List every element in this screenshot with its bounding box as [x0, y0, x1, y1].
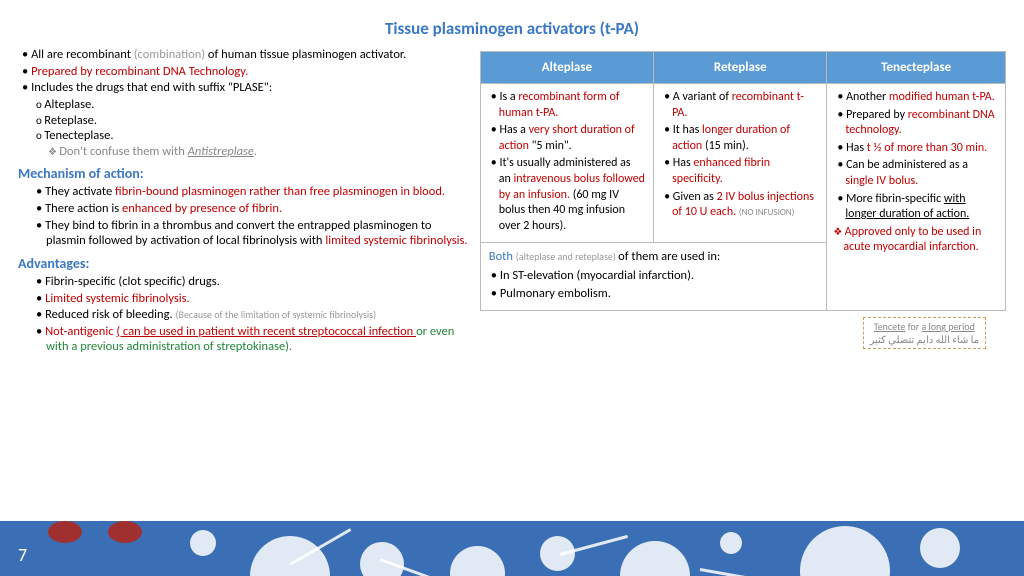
mech-item: They activate fibrin-bound plasminogen r…: [32, 184, 470, 200]
accent-dot: [48, 521, 82, 543]
drug-item: Reteplase.: [18, 113, 470, 129]
table-cell: A variant of recombinant t-PA. It has lo…: [654, 84, 827, 243]
table-cell: Another modified human t-PA. Prepared by…: [827, 84, 1006, 311]
drug-item: Alteplase.: [18, 97, 470, 113]
table-header: Alteplase: [480, 52, 653, 84]
left-column: All are recombinant (combination) of hum…: [18, 47, 480, 356]
footer-bar: [0, 521, 1024, 576]
adv-item: Reduced risk of bleeding. (Because of th…: [32, 307, 470, 323]
mech-item: There action is enhanced by presence of …: [32, 201, 470, 217]
table-cell: Is a recombinant form of human t-PA. Has…: [480, 84, 653, 243]
intro-item: All are recombinant (combination) of hum…: [18, 47, 470, 63]
mechanism-heading: Mechanism of action:: [18, 165, 470, 182]
content-area: All are recombinant (combination) of hum…: [0, 39, 1024, 356]
adv-item: Fibrin-specific (clot specific) drugs.: [32, 274, 470, 290]
intro-item: Includes the drugs that end with suffix …: [18, 80, 470, 96]
page-number: 7: [18, 544, 27, 566]
note-item: Don't confuse them with Antistreplase.: [18, 144, 470, 160]
drug-item: Tenecteplase.: [18, 128, 470, 144]
advantages-heading: Advantages:: [18, 255, 470, 272]
right-column: Alteplase Reteplase Tenecteplase Is a re…: [480, 47, 1006, 356]
mnemonic-box: Tencete for a long period ما شاء الله دا…: [863, 317, 986, 349]
slide-title: Tissue plasminogen activators (t-PA): [0, 0, 1024, 39]
comparison-table: Alteplase Reteplase Tenecteplase Is a re…: [480, 51, 1006, 311]
intro-item: Prepared by recombinant DNA Technology.: [18, 64, 470, 80]
adv-item: Limited systemic fibrinolysis.: [32, 291, 470, 307]
table-header: Tenecteplase: [827, 52, 1006, 84]
accent-dot: [108, 521, 142, 543]
table-header: Reteplase: [654, 52, 827, 84]
adv-item: Not-antigenic ( can be used in patient w…: [32, 324, 470, 355]
table-cell-merged: Both (alteplase and reteplase) of them a…: [480, 243, 827, 311]
mech-item: They bind to fibrin in a thrombus and co…: [32, 218, 470, 249]
